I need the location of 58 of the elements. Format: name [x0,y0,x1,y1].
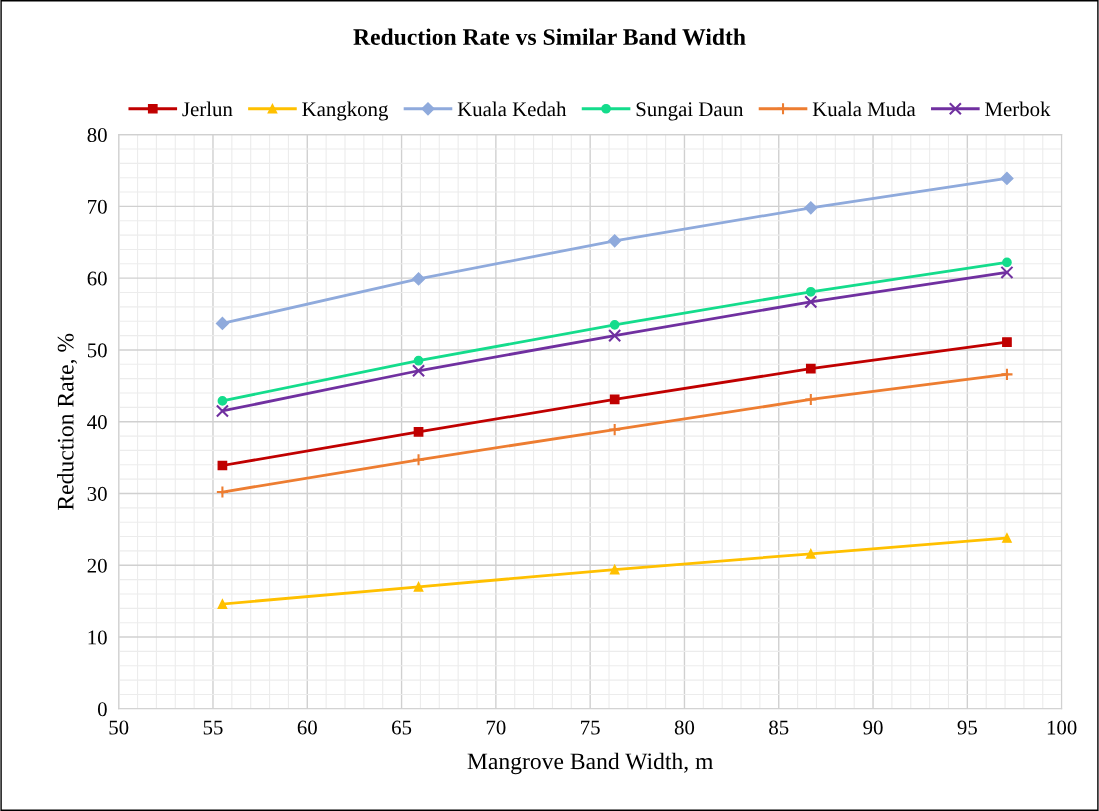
y-tick-label: 70 [88,199,107,214]
x-tick-label: 65 [392,720,412,735]
y-tick-label: 20 [87,558,107,573]
point [805,286,816,297]
point [805,363,816,374]
x-tick-label: 50 [109,720,129,735]
point [215,316,230,330]
x-tick-label: 75 [581,720,600,735]
point [413,581,424,592]
point [1000,265,1014,280]
legend-label: Merbok [985,101,1051,117]
point [215,485,230,499]
point [413,426,424,437]
x-tick-label: 85 [769,720,789,735]
point [215,404,230,418]
x-tick-label: 95 [957,720,977,735]
point [1002,533,1012,543]
y-tick-label: 10 [88,630,107,645]
point [609,394,620,405]
point [411,453,426,467]
y-tick-label: 50 [87,343,107,358]
legend-label: Sungai Daun [636,102,744,121]
y-tick-label: 60 [87,271,107,286]
x-tick-label: 100 [1047,720,1077,735]
point [217,396,228,406]
point [1000,367,1014,381]
point [608,329,622,343]
point [608,423,622,437]
point [804,201,818,215]
y-tick-label: 40 [87,415,107,430]
point [411,364,426,378]
legend-label: Kuala Muda [812,101,916,117]
y-tick-label: 80 [87,128,107,143]
point [1002,337,1012,347]
point [805,548,816,559]
x-tick-label: 55 [203,720,223,735]
legend-label: Kuala Kedah [457,101,567,117]
chart-title: Reduction Rate vs Similar Band Width [353,28,746,46]
point [609,564,620,575]
x-tick-label: 90 [863,720,883,735]
y-tick-label: 30 [87,486,107,501]
point [413,355,424,366]
point [804,392,818,407]
point [217,599,228,609]
point [804,295,818,309]
point [1002,257,1012,268]
point [1000,171,1014,185]
x-tick-label: 70 [486,720,506,735]
point [609,319,620,330]
y-tick-label: 0 [97,702,107,717]
point [411,272,426,286]
legend-label: Jerlun [182,101,233,117]
legend-label: Kangkong [302,101,389,121]
x-tick-label: 60 [297,720,317,735]
x-tick-label: 80 [674,720,695,735]
x-axis-title: Mangrove Band Width, m [467,752,714,775]
point [608,234,622,248]
y-axis-title: Reduction Rate, % [57,333,78,510]
